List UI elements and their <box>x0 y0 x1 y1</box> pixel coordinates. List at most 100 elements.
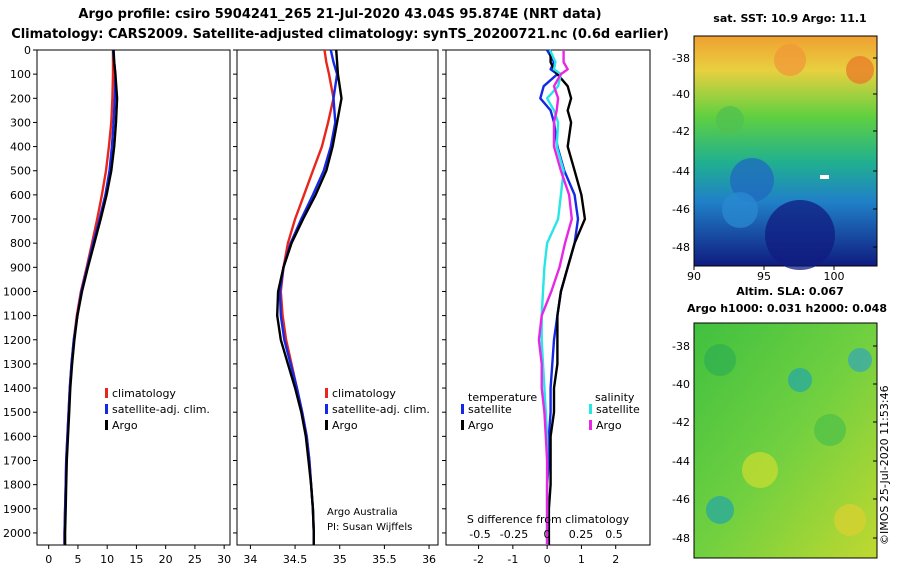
argo-float-marker <box>820 175 829 179</box>
series-line-argo <box>276 49 343 545</box>
x-tick-label: 36 <box>422 553 436 566</box>
sla-map-title-line2: Argo h1000: 0.031 h2000: 0.048 <box>687 302 887 315</box>
legend-swatch <box>589 420 592 430</box>
y-tick-label: 1800 <box>3 479 31 492</box>
series-line-climatology <box>63 50 115 545</box>
legend-heading-salinity: salinity <box>595 391 635 404</box>
diff-axis-title: S difference from climatology <box>467 513 630 526</box>
y-tick-label: 700 <box>10 213 31 226</box>
y-tick-label: 300 <box>10 116 31 129</box>
y-tick-label: 2000 <box>3 527 31 540</box>
sst-feature <box>716 106 744 134</box>
x-tick-label: 30 <box>217 553 231 566</box>
y-tick-label: 1100 <box>3 310 31 323</box>
legend-swatch <box>105 404 108 414</box>
y-tick-label: 500 <box>10 165 31 178</box>
lat-tick-label: -48 <box>672 532 690 545</box>
legend-swatch <box>461 420 464 430</box>
lat-tick-label: -40 <box>672 378 690 391</box>
legend-label: climatology <box>112 387 176 400</box>
x-tick-label: 20 <box>159 553 173 566</box>
lat-tick-label: -38 <box>672 340 690 353</box>
y-tick-label: 800 <box>10 237 31 250</box>
x-tick-label: 5 <box>74 553 81 566</box>
y-tick-label: 600 <box>10 189 31 202</box>
x-tick-label: 10 <box>100 553 114 566</box>
legend-label: satellite-adj. clim. <box>332 403 430 416</box>
legend-swatch <box>589 404 592 414</box>
x-tick-label: 25 <box>188 553 202 566</box>
credit-line2: PI: Susan Wijffels <box>327 522 413 533</box>
x-tick-label: -1 <box>507 553 518 566</box>
legend-heading-temperature: temperature <box>468 391 537 404</box>
legend-label: satellite <box>468 403 512 416</box>
x-tick-label: 0 <box>544 553 551 566</box>
sla-feature <box>814 414 846 446</box>
legend-swatch <box>325 404 328 414</box>
legend-label: Argo <box>596 419 622 432</box>
lat-tick-label: -40 <box>672 88 690 101</box>
series-line-salinity-argo <box>537 50 573 545</box>
legend-label: Argo <box>332 419 358 432</box>
sst-map-title: sat. SST: 10.9 Argo: 11.1 <box>713 12 867 25</box>
sla-feature <box>704 344 736 376</box>
y-tick-label: 1400 <box>3 382 31 395</box>
lat-tick-label: -44 <box>672 455 690 468</box>
lon-tick-label: 100 <box>824 270 845 283</box>
sst-feature <box>765 200 835 270</box>
legend-label: climatology <box>332 387 396 400</box>
y-tick-label: 1900 <box>3 503 31 516</box>
x-tick-label: 1 <box>578 553 585 566</box>
series-line-satellite-adj-clim- <box>63 49 117 545</box>
lon-tick-label: 90 <box>687 270 701 283</box>
legend-swatch <box>325 388 328 398</box>
series-line-climatology <box>279 49 335 545</box>
top-x-tick-label: -0.25 <box>500 528 528 541</box>
series-line-argo <box>63 49 119 545</box>
lat-tick-label: -42 <box>672 125 690 138</box>
y-tick-label: 1300 <box>3 358 31 371</box>
legend-swatch <box>461 404 464 414</box>
sla-map-title-line1: Altim. SLA: 0.067 <box>736 285 844 298</box>
y-tick-label: 100 <box>10 68 31 81</box>
lon-tick-label: 95 <box>757 270 771 283</box>
x-tick-label: 35.5 <box>372 553 397 566</box>
sla-feature <box>788 368 812 392</box>
y-tick-label: 1700 <box>3 454 31 467</box>
top-x-tick-label: -0.5 <box>469 528 490 541</box>
legend-label: satellite <box>596 403 640 416</box>
sst-feature <box>730 158 774 202</box>
x-tick-label: 35 <box>333 553 347 566</box>
y-tick-label: 1500 <box>3 406 31 419</box>
lat-tick-label: -46 <box>672 203 690 216</box>
y-tick-label: 0 <box>24 44 31 57</box>
chart-title-line2: Climatology: CARS2009. Satellite-adjuste… <box>11 27 669 42</box>
sla-feature <box>834 504 866 536</box>
legend-swatch <box>105 420 108 430</box>
legend-label: Argo <box>468 419 494 432</box>
sla-feature <box>848 348 872 372</box>
legend-swatch <box>105 388 108 398</box>
y-tick-label: 1000 <box>3 285 31 298</box>
timestamp-stamp: ©IMOS 25-Jul-2020 11:53:46 <box>878 385 891 545</box>
series-line-temperature-argo <box>547 50 587 545</box>
plot-frame-2 <box>236 49 439 546</box>
lat-tick-label: -48 <box>672 241 690 254</box>
chart-title-line1: Argo profile: csiro 5904241_265 21-Jul-2… <box>78 7 602 22</box>
top-x-tick-label: 0 <box>544 528 551 541</box>
top-x-tick-label: 0.5 <box>605 528 623 541</box>
y-tick-label: 1600 <box>3 430 31 443</box>
y-tick-label: 400 <box>10 141 31 154</box>
sst-feature <box>722 192 758 228</box>
legend-swatch <box>325 420 328 430</box>
y-tick-label: 900 <box>10 261 31 274</box>
y-tick-label: 1200 <box>3 334 31 347</box>
lat-tick-label: -42 <box>672 416 690 429</box>
lat-tick-label: -46 <box>672 493 690 506</box>
lat-tick-label: -44 <box>672 165 690 178</box>
x-tick-label: 0 <box>45 553 52 566</box>
x-tick-label: 2 <box>612 553 619 566</box>
x-tick-label: 34 <box>243 553 257 566</box>
credit-line1: Argo Australia <box>327 507 398 518</box>
